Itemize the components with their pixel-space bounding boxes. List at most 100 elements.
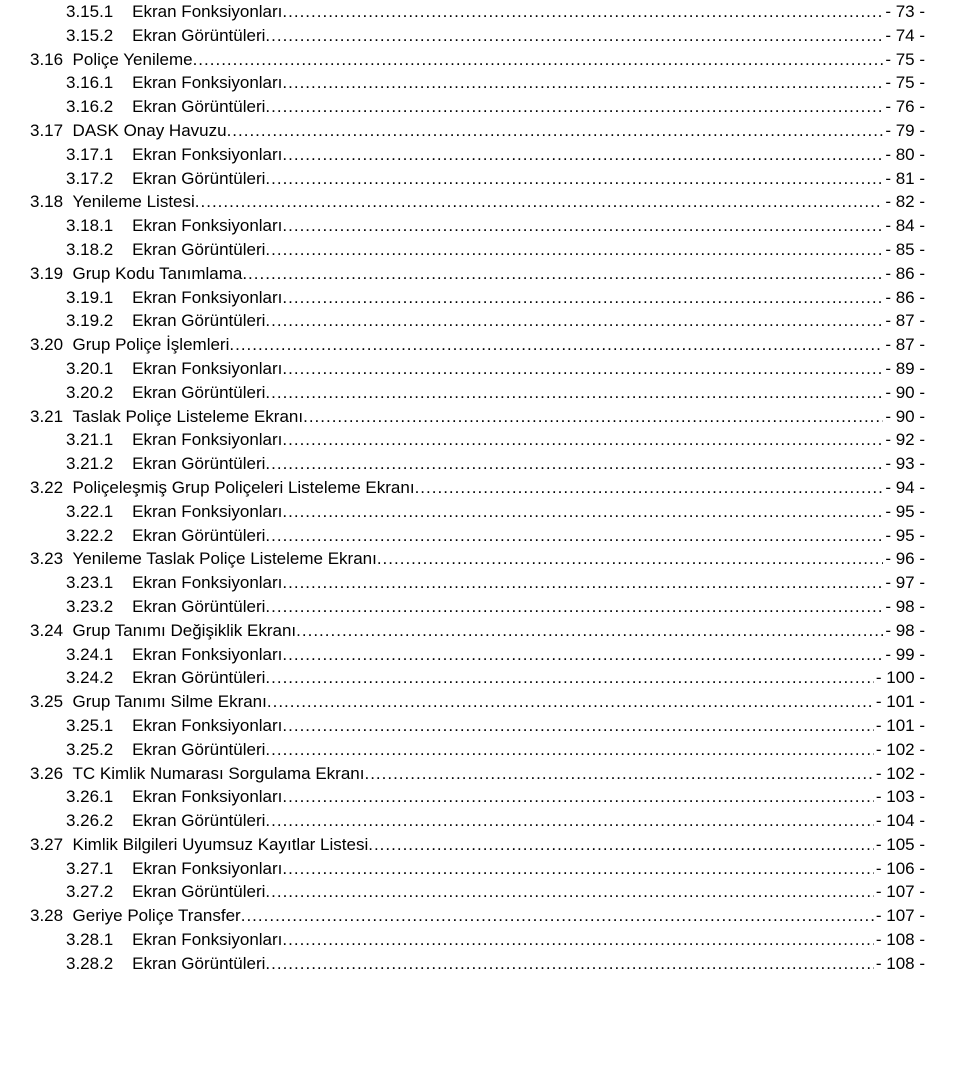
toc-entry-separator [63, 619, 72, 643]
toc-entry-page: - 101 - [874, 690, 925, 714]
toc-entry-separator [63, 904, 72, 928]
toc-leader-dots [282, 428, 883, 452]
toc-entry-title: Ekran Görüntüleri [132, 595, 265, 619]
toc-entry-page: - 101 - [874, 714, 925, 738]
toc-entry: 3.18.1 Ekran Fonksiyonları- 84 - [30, 214, 925, 238]
toc-entry-number: 3.17 [30, 119, 63, 143]
toc-leader-dots [282, 714, 873, 738]
toc-entry-separator [113, 666, 132, 690]
toc-entry-number: 3.15.2 [66, 24, 113, 48]
toc-leader-dots [265, 381, 883, 405]
toc-entry-page: - 87 - [883, 333, 925, 357]
toc-entry-title: Taslak Poliçe Listeleme Ekranı [73, 405, 304, 429]
toc-entry-title: Yenileme Taslak Poliçe Listeleme Ekranı [73, 547, 377, 571]
toc-entry-page: - 102 - [874, 762, 925, 786]
toc-entry-title: Grup Poliçe İşlemleri [73, 333, 230, 357]
toc-entry: 3.16 Poliçe Yenileme- 75 - [30, 48, 925, 72]
toc-entry: 3.23.2 Ekran Görüntüleri- 98 - [30, 595, 925, 619]
toc-entry-title: Ekran Fonksiyonları [132, 143, 282, 167]
toc-entry: 3.20 Grup Poliçe İşlemleri - 87 - [30, 333, 925, 357]
toc-entry-number: 3.20 [30, 333, 63, 357]
toc-entry-number: 3.24.2 [66, 666, 113, 690]
toc-entry-number: 3.26.1 [66, 785, 113, 809]
toc-entry-title: Poliçeleşmiş Grup Poliçeleri Listeleme E… [73, 476, 415, 500]
toc-entry-page: - 86 - [883, 262, 925, 286]
toc-leader-dots [265, 738, 873, 762]
toc-entry-separator [63, 690, 72, 714]
toc-entry-title: Grup Tanımı Değişiklik Ekranı [73, 619, 297, 643]
toc-entry-title: Ekran Görüntüleri [132, 238, 265, 262]
toc-entry-page: - 89 - [883, 357, 925, 381]
toc-entry-number: 3.16.2 [66, 95, 113, 119]
toc-entry-page: - 99 - [883, 643, 925, 667]
toc-entry-separator [113, 880, 132, 904]
toc-entry-page: - 82 - [883, 190, 925, 214]
toc-entry-separator [113, 143, 132, 167]
toc-entry-separator [113, 738, 132, 762]
toc-entry-page: - 84 - [883, 214, 925, 238]
toc-leader-dots [265, 167, 883, 191]
toc-entry-title: Yenileme Listesi [73, 190, 195, 214]
toc-entry: 3.16.1 Ekran Fonksiyonları- 75 - [30, 71, 925, 95]
toc-entry-separator [113, 714, 132, 738]
toc-entry-number: 3.28.2 [66, 952, 113, 976]
toc-leader-dots [265, 666, 873, 690]
toc-entry: 3.24.2 Ekran Görüntüleri- 100 - [30, 666, 925, 690]
toc-entry-number: 3.19.2 [66, 309, 113, 333]
toc-leader-dots [303, 405, 883, 429]
toc-entry-separator [63, 547, 72, 571]
toc-entry-number: 3.22 [30, 476, 63, 500]
toc-entry-number: 3.23.2 [66, 595, 113, 619]
toc-entry-number: 3.18 [30, 190, 63, 214]
toc-entry-title: DASK Onay Havuzu [73, 119, 227, 143]
toc-leader-dots [282, 0, 883, 24]
toc-entry-page: - 85 - [883, 238, 925, 262]
toc-entry: 3.27 Kimlik Bilgileri Uyumsuz Kayıtlar L… [30, 833, 925, 857]
toc-entry-separator [113, 857, 132, 881]
toc-leader-dots [242, 262, 883, 286]
toc-entry-number: 3.17.1 [66, 143, 113, 167]
toc-entry-page: - 74 - [883, 24, 925, 48]
toc-entry-page: - 103 - [874, 785, 925, 809]
toc-entry-title: Grup Tanımı Silme Ekranı [73, 690, 267, 714]
toc-leader-dots [282, 214, 883, 238]
toc-leader-dots [229, 333, 883, 357]
toc-entry-separator [63, 48, 72, 72]
toc-entry-title: Geriye Poliçe Transfer [73, 904, 241, 928]
toc-entry-number: 3.15.1 [66, 0, 113, 24]
toc-entry-title: TC Kimlik Numarası Sorgulama Ekranı [73, 762, 365, 786]
toc-entry-title: Ekran Görüntüleri [132, 24, 265, 48]
toc-entry: 3.22.1 Ekran Fonksiyonları- 95 - [30, 500, 925, 524]
toc-entry-separator [113, 309, 132, 333]
toc-entry-separator [63, 762, 72, 786]
toc-entry: 3.25.2 Ekran Görüntüleri- 102 - [30, 738, 925, 762]
toc-entry: 3.21.2 Ekran Görüntüleri- 93 - [30, 452, 925, 476]
toc-leader-dots [265, 524, 883, 548]
toc-entry-number: 3.19 [30, 262, 63, 286]
toc-entry-page: - 107 - [874, 880, 925, 904]
toc-entry: 3.28.1 Ekran Fonksiyonları- 108 - [30, 928, 925, 952]
toc-entry-separator [113, 381, 132, 405]
toc-entry-page: - 76 - [883, 95, 925, 119]
toc-entry-number: 3.21.1 [66, 428, 113, 452]
toc-entry-number: 3.21 [30, 405, 63, 429]
toc-entry-number: 3.22.1 [66, 500, 113, 524]
toc-entry-number: 3.26 [30, 762, 63, 786]
toc-entry-page: - 93 - [883, 452, 925, 476]
toc-entry-separator [113, 524, 132, 548]
toc-entry-title: Ekran Fonksiyonları [132, 428, 282, 452]
toc-leader-dots [265, 809, 873, 833]
toc-entry-separator [63, 333, 72, 357]
toc-entry-separator [113, 785, 132, 809]
toc-entry-number: 3.24 [30, 619, 63, 643]
toc-entry: 3.23.1 Ekran Fonksiyonları- 97 - [30, 571, 925, 595]
toc-entry-number: 3.23.1 [66, 571, 113, 595]
toc-leader-dots [265, 95, 883, 119]
toc-entry-page: - 86 - [883, 286, 925, 310]
toc-leader-dots [265, 238, 883, 262]
toc-leader-dots [282, 71, 883, 95]
toc-entry-title: Ekran Görüntüleri [132, 381, 265, 405]
toc-entry-separator [113, 95, 132, 119]
toc-entry-separator [63, 119, 72, 143]
toc-entry-page: - 97 - [883, 571, 925, 595]
